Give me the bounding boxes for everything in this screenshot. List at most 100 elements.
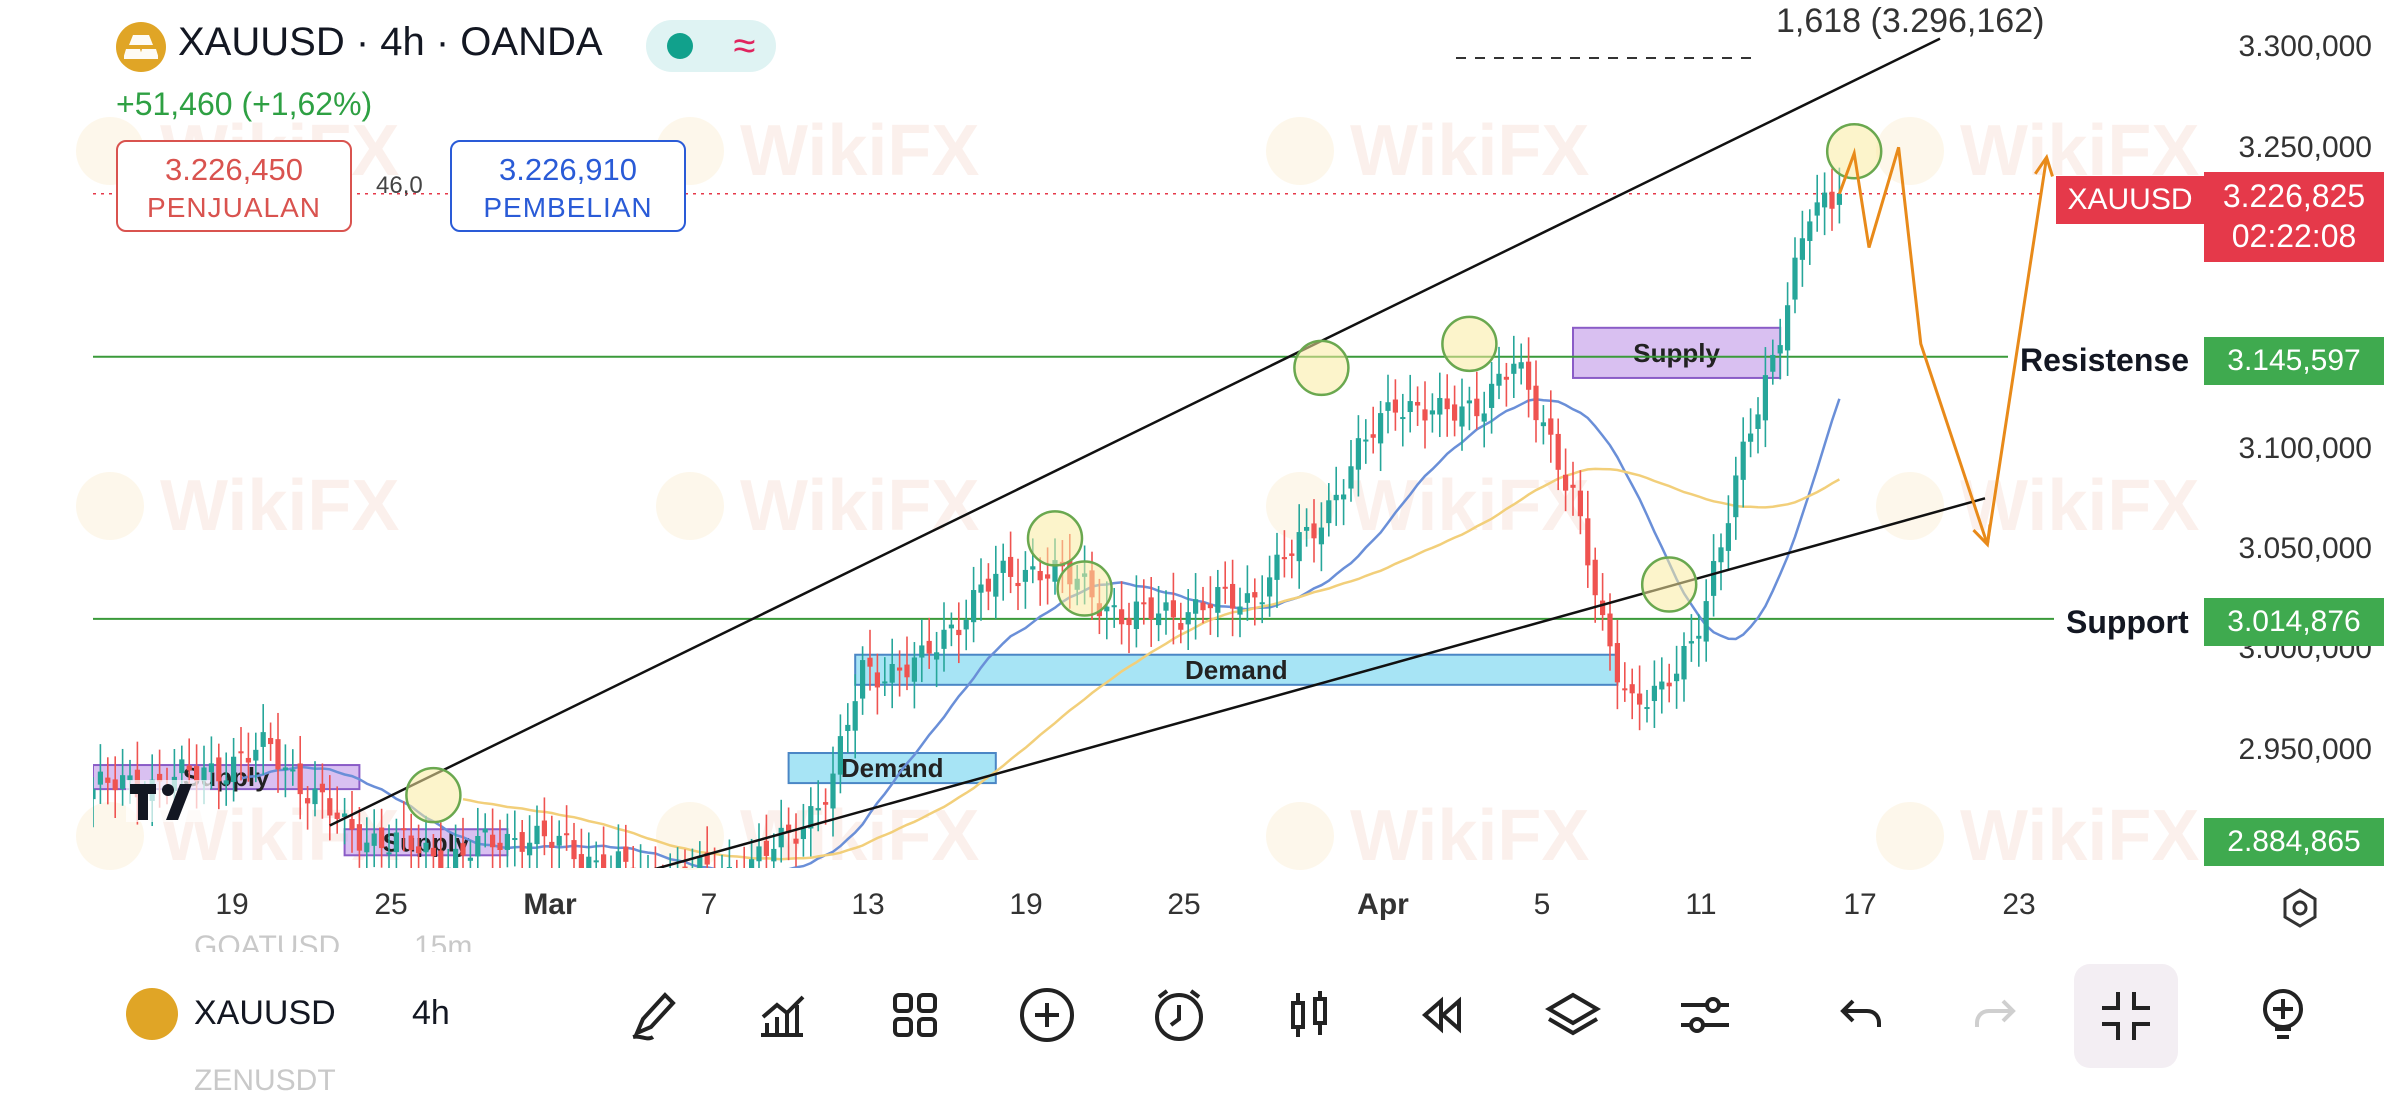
add-icon[interactable] xyxy=(1012,980,1082,1050)
x-tick-label: 7 xyxy=(700,888,718,921)
x-tick-label: 25 xyxy=(374,888,408,921)
toolbar-interval[interactable]: 4h xyxy=(412,994,450,1032)
candle-body xyxy=(1378,413,1384,444)
candle-body xyxy=(1119,609,1125,625)
status-pill[interactable]: ≈ xyxy=(646,20,776,72)
replay-rewind-icon[interactable] xyxy=(1406,980,1476,1050)
candle-body xyxy=(941,629,947,649)
lower-trendline xyxy=(653,497,1986,868)
watermark-layer: WikiFX WikiFX WikiFX WikiFX WikiFX WikiFX Wiki… xyxy=(76,111,2199,876)
candle-body xyxy=(342,813,348,817)
candle-body xyxy=(1178,623,1184,630)
candle-body xyxy=(845,724,851,731)
candle-body xyxy=(1104,606,1110,612)
candle-body xyxy=(1385,402,1391,411)
candle-body xyxy=(1481,413,1487,422)
candle-body xyxy=(1533,385,1539,421)
candle-body xyxy=(475,835,481,857)
candle-body xyxy=(601,854,607,868)
candle-body xyxy=(1348,466,1354,489)
candle-body xyxy=(1459,406,1465,427)
candle-body xyxy=(1030,566,1036,570)
gold-symbol-icon[interactable] xyxy=(126,988,178,1040)
layouts-grid-icon[interactable] xyxy=(880,980,950,1050)
chart-settings-icon[interactable] xyxy=(2278,886,2322,935)
candle-body xyxy=(1392,399,1398,413)
candle-body xyxy=(1644,707,1650,710)
candle-body xyxy=(1415,401,1421,406)
candle-body xyxy=(97,771,103,785)
sell-button[interactable]: 3.226,450 PENJUALAN xyxy=(116,140,352,232)
candle-body xyxy=(1022,569,1028,582)
candle-body xyxy=(1799,238,1805,260)
candles-icon[interactable] xyxy=(1274,980,1344,1050)
wikifx-watermark: WikiFX xyxy=(1350,796,1589,876)
candle-body xyxy=(852,701,858,731)
buy-button[interactable]: 3.226,910 PEMBELIAN xyxy=(450,140,686,232)
candle-body xyxy=(1185,612,1191,625)
gold-symbol-icon[interactable] xyxy=(116,22,166,72)
demand-zone xyxy=(787,752,997,785)
candle-body xyxy=(1407,401,1413,413)
wikifx-watermark: WikiFX xyxy=(160,466,399,546)
candle-body xyxy=(1311,523,1317,539)
candle-body xyxy=(349,819,355,830)
candle-body xyxy=(1651,685,1657,702)
indicators-icon[interactable] xyxy=(746,980,816,1050)
candle-body xyxy=(1281,557,1287,560)
candle-body xyxy=(1237,606,1243,615)
toolbar-symbol[interactable]: XAUUSD xyxy=(194,994,336,1032)
candle-body xyxy=(1526,361,1532,390)
market-open-dot-icon xyxy=(666,33,693,59)
candle-body xyxy=(1740,441,1746,480)
candle-body xyxy=(823,802,829,805)
watermark-logo-icon xyxy=(1266,802,1334,870)
wave-icon: ≈ xyxy=(733,24,756,68)
touch-point-circle xyxy=(405,766,462,824)
current-price: 3.226,825 xyxy=(2222,178,2366,214)
symbol-title[interactable]: XAUUSD · 4h · OANDA xyxy=(178,20,603,64)
candle-body xyxy=(645,869,650,871)
candle-body xyxy=(682,866,688,868)
candle-body xyxy=(512,838,518,841)
candle-body xyxy=(1400,417,1406,420)
candle-body xyxy=(1503,376,1509,380)
candle-body xyxy=(1170,600,1176,618)
candle-body xyxy=(541,820,547,837)
candle-body xyxy=(112,779,118,791)
idea-bulb-icon[interactable] xyxy=(2248,980,2318,1050)
candle-body xyxy=(1814,202,1820,216)
alert-clock-icon[interactable] xyxy=(1144,980,1214,1050)
candle-body xyxy=(268,737,274,745)
candle-body xyxy=(327,798,333,816)
candle-body xyxy=(1045,574,1051,579)
support-price-badge: 3.014,876 xyxy=(2204,598,2384,646)
candle-body xyxy=(1585,518,1591,566)
candle-body xyxy=(1563,474,1569,491)
current-price-badge: 3.226,825 02:22:08 xyxy=(2204,172,2384,262)
candle-body xyxy=(1681,645,1687,680)
candle-body xyxy=(1511,363,1517,374)
candle-body xyxy=(697,856,703,868)
ghost-row-symbol-below: ZENUSDT xyxy=(194,1064,336,1097)
sell-price: 3.226,450 xyxy=(165,152,303,187)
drawing-pen-icon[interactable] xyxy=(620,980,690,1050)
touch-point-circle xyxy=(1026,510,1084,567)
candle-body xyxy=(364,842,370,853)
watermark-logo-icon xyxy=(1876,472,1944,540)
settings-sliders-icon[interactable] xyxy=(1670,980,1740,1050)
candle-body xyxy=(993,573,999,597)
candle-body xyxy=(948,624,954,629)
collapse-fullscreen-icon[interactable] xyxy=(2074,964,2178,1068)
candle-body xyxy=(120,775,126,789)
candle-body xyxy=(208,763,214,773)
candle-body xyxy=(504,833,510,850)
layers-icon[interactable] xyxy=(1538,980,1608,1050)
candle-body xyxy=(734,872,739,880)
undo-icon[interactable] xyxy=(1826,980,1896,1050)
projection-arrow-up xyxy=(2034,153,2054,177)
watermark-logo-icon xyxy=(1876,802,1944,870)
candle-body xyxy=(1829,191,1835,209)
candle-body xyxy=(1489,383,1495,408)
